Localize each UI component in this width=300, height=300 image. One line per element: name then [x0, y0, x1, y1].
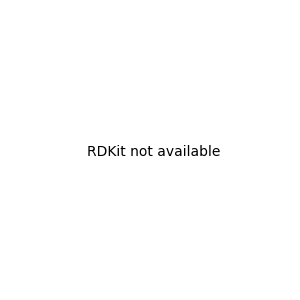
- Text: RDKit not available: RDKit not available: [87, 145, 220, 158]
